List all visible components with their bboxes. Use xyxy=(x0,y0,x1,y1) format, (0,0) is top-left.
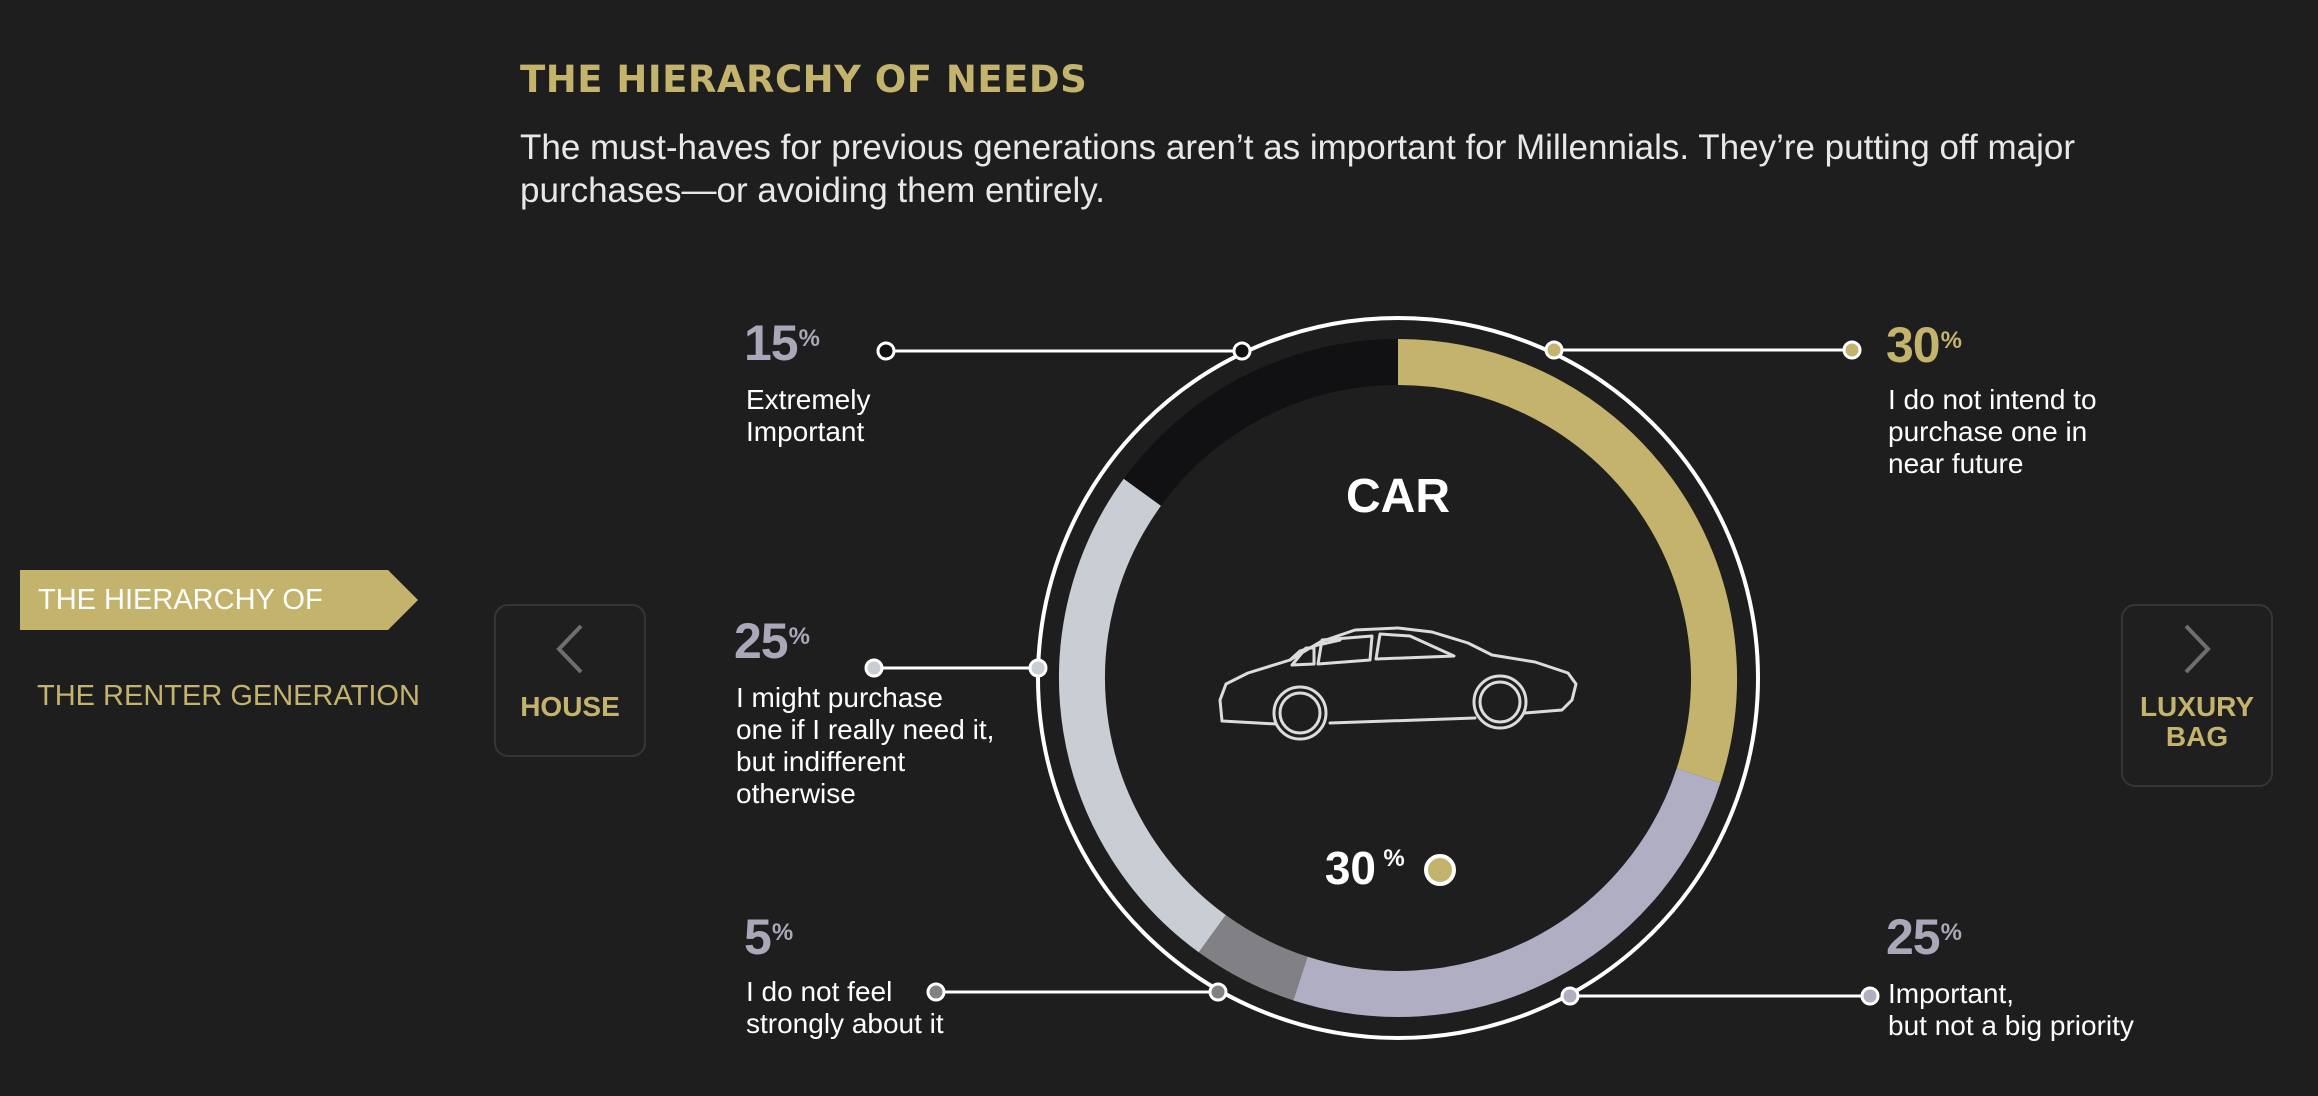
prev-button[interactable]: HOUSE xyxy=(494,604,646,757)
center-value: 30 % xyxy=(1325,842,1456,894)
label-desc-25-might: I might purchase one if I really need it… xyxy=(736,682,994,810)
next-button-label-line1: LUXURY xyxy=(2139,691,2255,722)
leader-line-25-important xyxy=(1560,986,1880,1006)
label-desc-30: I do not intend to purchase one in near … xyxy=(1888,384,2097,480)
chart-title: CAR xyxy=(1346,470,1450,523)
center-value-dot xyxy=(1424,854,1456,886)
label-desc-25-might-l2: one if I really need it, xyxy=(736,714,995,745)
label-desc-5: I do not feel strongly about it xyxy=(746,976,944,1040)
prev-button-label: HOUSE xyxy=(520,691,620,722)
chevron-right-icon xyxy=(2184,624,2211,674)
segment-might-purchase xyxy=(1059,478,1226,953)
leader-line-30 xyxy=(1544,340,1862,360)
label-desc-30-l1: I do not intend to xyxy=(1888,384,2097,415)
sidebar-item-hierarchy-of-needs[interactable]: THE HIERARCHY OF NEEDS xyxy=(20,570,418,630)
label-desc-25-might-l3: but indifferent xyxy=(736,746,906,777)
label-desc-5-l1: I do not feel xyxy=(746,976,893,1007)
label-desc-25-important-l2: but not a big priority xyxy=(1888,1010,2134,1041)
chevron-left-icon xyxy=(556,624,583,674)
page-subtitle: The must-haves for previous generations … xyxy=(520,128,2076,210)
label-desc-25-might-l1: I might purchase xyxy=(736,682,943,713)
leader-line-25-might xyxy=(864,658,1048,678)
segment-important xyxy=(1293,768,1721,1017)
next-button[interactable]: LUXURY BAG xyxy=(2121,604,2273,787)
label-desc-15-l1: Extremely xyxy=(746,384,871,415)
label-pct-25-important: 25% xyxy=(1886,909,1962,965)
segment-extremely-important xyxy=(1123,339,1399,506)
label-pct-30: 30% xyxy=(1886,317,1962,373)
chart-outer-ring xyxy=(1036,316,1760,1040)
label-desc-15: Extremely Important xyxy=(746,384,870,448)
center-value-number: 30 xyxy=(1325,842,1376,894)
label-desc-25-important-l1: Important, xyxy=(1888,978,2015,1009)
sidebar-item-renter-generation[interactable]: THE RENTER GENERATION xyxy=(37,680,420,712)
label-pct-25-might: 25% xyxy=(734,613,810,669)
label-desc-15-l2: Important xyxy=(746,416,865,447)
leader-line-15 xyxy=(876,341,1252,361)
label-desc-25-important: Important, but not a big priority xyxy=(1888,978,2134,1042)
segment-not-intend xyxy=(1397,339,1737,783)
label-pct-5: 5% xyxy=(744,909,793,965)
label-desc-5-l2: strongly about it xyxy=(746,1008,944,1039)
leader-line-5 xyxy=(926,982,1228,1002)
label-desc-30-l3: near future xyxy=(1888,448,2024,479)
label-pct-15: 15% xyxy=(744,315,820,371)
page-title: THE HIERARCHY OF NEEDS xyxy=(520,58,1088,101)
label-desc-25-might-l4: otherwise xyxy=(736,778,856,809)
car-icon xyxy=(1218,626,1578,741)
center-value-unit: % xyxy=(1383,845,1404,872)
segment-not-strongly xyxy=(1198,914,1308,1001)
label-desc-30-l2: purchase one in xyxy=(1888,416,2088,447)
next-button-label-line2: BAG xyxy=(2165,721,2229,752)
